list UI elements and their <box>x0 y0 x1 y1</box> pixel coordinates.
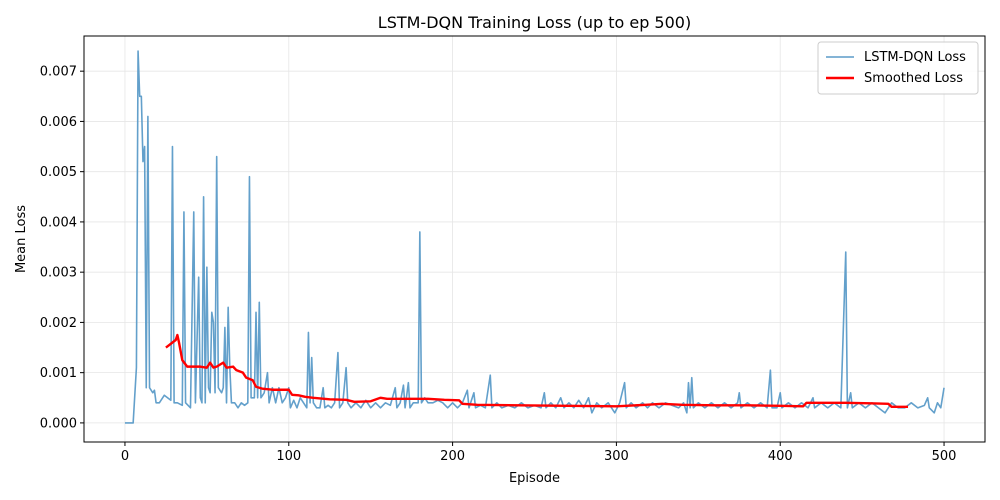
x-tick-label: 300 <box>604 449 629 464</box>
grid <box>84 36 985 442</box>
x-axis-label: Episode <box>509 471 560 486</box>
y-axis-label: Mean Loss <box>14 205 29 273</box>
x-tick-label: 200 <box>440 449 465 464</box>
x-tick-label: 400 <box>768 449 793 464</box>
y-tick-label: 0.007 <box>40 65 77 80</box>
y-tick-label: 0.003 <box>40 266 77 281</box>
series-line-loss <box>124 50 945 424</box>
y-tick-label: 0.000 <box>40 416 77 431</box>
x-tick-label: 100 <box>276 449 301 464</box>
axes: 0 100 200 300 400 500 0.000 0.001 0.002 0.003 0.00… <box>40 65 957 464</box>
plot-frame <box>83 35 986 443</box>
chart-title: LSTM-DQN Training Loss (up to ep 500) <box>378 13 691 32</box>
legend: LSTM-DQN Loss Smoothed Loss <box>817 41 979 95</box>
x-tick-label: 500 <box>932 449 957 464</box>
legend-label-smoothed: Smoothed Loss <box>864 71 963 86</box>
y-tick-label: 0.001 <box>40 366 77 381</box>
y-tick-label: 0.004 <box>40 215 77 230</box>
x-tick-label: 0 <box>121 449 129 464</box>
legend-label-loss: LSTM-DQN Loss <box>864 50 966 65</box>
y-tick-label: 0.005 <box>40 165 77 180</box>
y-tick-label: 0.002 <box>40 316 77 331</box>
y-tick-label: 0.006 <box>40 115 77 130</box>
series-group <box>124 50 945 424</box>
series-line-smoothed <box>165 333 909 409</box>
legend-box <box>817 41 979 95</box>
